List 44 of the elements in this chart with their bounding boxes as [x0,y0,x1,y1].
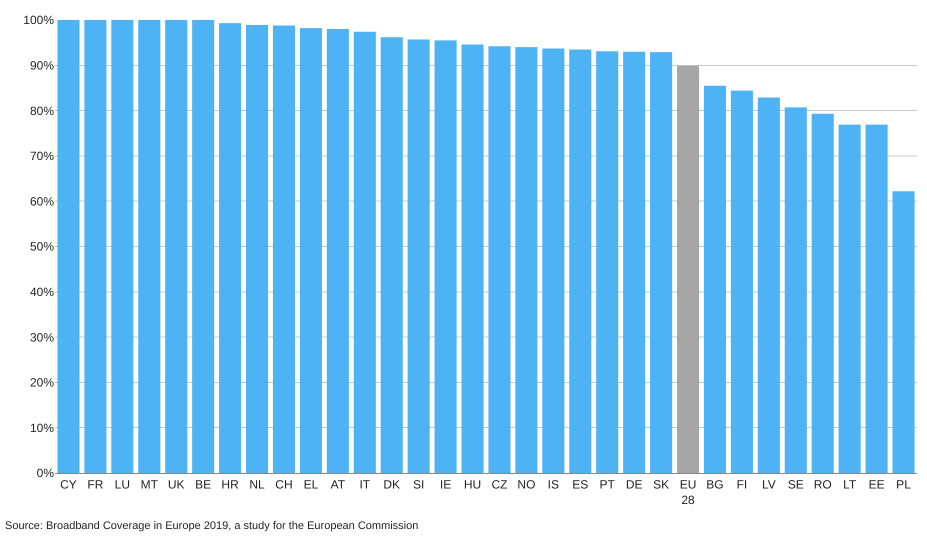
y-tick-label: 10% [30,420,54,435]
y-tick-label: 90% [30,58,54,72]
x-tick-label: LU [114,477,130,492]
x-tick-label: AT [330,477,346,492]
source-note: Source: Broadband Coverage in Europe 2019, a study for the European Commission [5,520,418,532]
x-tick-label: ES [572,477,588,492]
x-tick-label: NL [249,477,266,492]
x-tick-label: EU 28 [680,477,696,507]
x-tick-label: SI [412,477,424,492]
x-tick-label: EL [304,477,319,492]
x-tick-label: BE [195,477,212,492]
x-tick-label: HR [221,477,240,492]
y-tick-label: 40% [30,285,54,299]
x-tick-label: PT [600,477,616,492]
y-tick-label: 60% [30,194,54,208]
y-tick-label: 80% [30,104,54,118]
x-tick-label: CY [60,477,77,492]
x-tick-label: HU [464,477,482,492]
x-tick-label: IS [548,477,560,492]
x-tick-label: PL [896,477,912,492]
x-tick-label: SE [788,477,804,492]
y-tick-label: 50% [30,240,54,254]
x-tick-label: MT [140,477,159,492]
x-tick-label: UK [168,477,185,492]
x-tick-label: IT [359,477,371,492]
x-tick-label: NO [517,477,536,492]
x-tick-label: IE [440,477,452,492]
y-tick-label: 30% [30,330,54,344]
x-tick-label: LT [843,477,857,492]
x-tick-label: LV [762,477,776,492]
x-tick-label: EE [868,477,885,492]
x-tick-label: BG [706,477,724,492]
x-tick-label: DK [383,477,400,492]
x-tick-label: DE [626,477,642,492]
y-tick-label: 0% [36,466,54,480]
x-tick-label: CZ [491,477,508,492]
y-tick-label: 100% [23,13,54,28]
y-tick-label: 20% [30,376,54,390]
x-tick-label: FI [736,477,748,492]
x-tick-label: RO [814,477,832,492]
x-tick-label: CH [275,477,293,492]
x-tick-label: FR [87,477,104,492]
x-tick-label: SK [653,477,670,492]
y-tick-label: 70% [30,149,54,164]
